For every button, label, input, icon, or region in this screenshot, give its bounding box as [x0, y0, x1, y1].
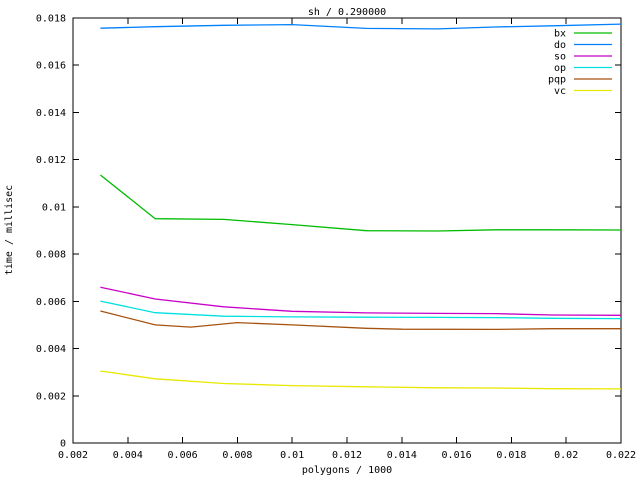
- legend-label-pqp: pqp: [548, 75, 566, 86]
- y-tick-label: 0.012: [36, 155, 66, 166]
- x-tick-label: 0.012: [332, 450, 362, 461]
- x-tick-label: 0.004: [113, 450, 143, 461]
- y-tick-label: 0.008: [36, 250, 66, 261]
- series-line-pqp: [100, 310, 621, 331]
- x-tick-label: 0.016: [442, 450, 472, 461]
- legend-label-do: do: [554, 40, 566, 51]
- legend-label-bx: bx: [554, 29, 566, 40]
- x-tick-label: 0.018: [496, 450, 526, 461]
- legend-entry-do: do: [554, 40, 612, 51]
- y-tick-label: 0.002: [36, 391, 66, 402]
- y-tick-label: 0.016: [36, 61, 66, 72]
- x-axis-label: polygons / 1000: [302, 465, 392, 476]
- x-tick-label: 0.02: [554, 450, 578, 461]
- legend-entry-op: op: [554, 63, 612, 74]
- legend-label-vc: vc: [554, 86, 566, 97]
- series-line-op: [100, 300, 622, 320]
- x-tick-label: 0.014: [387, 450, 417, 461]
- series-line-bx: [99, 174, 622, 232]
- legend-entry-pqp: pqp: [548, 75, 612, 86]
- legend-label-so: so: [554, 52, 566, 63]
- x-tick-label: 0.01: [280, 450, 304, 461]
- y-tick-label: 0: [60, 439, 66, 450]
- y-tick-label: 0.004: [36, 344, 66, 355]
- legend-entry-bx: bx: [554, 29, 612, 40]
- plot-area: 0.002 0.004 0.006 0.008 0.01 0.012 0.014 0.016 0…: [36, 14, 636, 462]
- x-tick-label: 0.006: [168, 450, 198, 461]
- legend-entry-so: so: [554, 52, 612, 63]
- series-line-vc: [100, 370, 622, 390]
- y-tick-label: 0.006: [36, 297, 66, 308]
- x-tick-label: 0.022: [606, 450, 636, 461]
- y-tick-label: 0.014: [36, 108, 66, 119]
- plot-border: [72, 17, 622, 444]
- y-tick-label: 0.01: [42, 202, 66, 213]
- y-axis-label: time / millisec: [4, 185, 15, 275]
- x-tick-label: 0.008: [222, 450, 252, 461]
- chart-title: sh / 0.290000: [308, 7, 386, 18]
- legend-entry-vc: vc: [554, 86, 612, 97]
- series-line-so: [100, 286, 622, 316]
- y-tick-label: 0.018: [36, 14, 66, 25]
- series-line-do: [100, 23, 622, 30]
- legend-label-op: op: [554, 63, 566, 74]
- x-tick-label: 0.002: [58, 450, 88, 461]
